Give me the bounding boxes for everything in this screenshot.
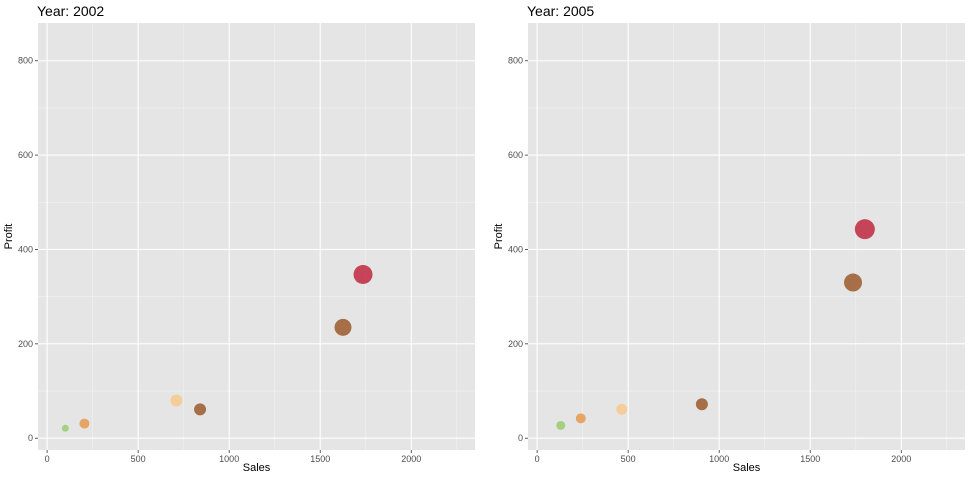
x-axis-label: Sales xyxy=(243,462,271,474)
data-point xyxy=(334,318,352,336)
x-tick-label: 0 xyxy=(45,454,50,464)
x-tick-label: 500 xyxy=(621,454,636,464)
x-tick-label: 1500 xyxy=(800,454,820,464)
y-tick-label: 0 xyxy=(518,433,523,443)
data-point xyxy=(194,403,207,416)
x-tick-label: 1500 xyxy=(310,454,330,464)
data-point xyxy=(844,273,863,292)
y-tick-label: 600 xyxy=(18,150,33,160)
y-axis-label: Profit xyxy=(3,224,15,250)
data-point xyxy=(575,413,586,424)
data-point xyxy=(695,398,708,411)
x-tick-label: 500 xyxy=(131,454,146,464)
x-axis-label: Sales xyxy=(733,462,761,474)
y-tick-label: 400 xyxy=(18,244,33,254)
facet-panel-2: 0 500 1000 1500 2000 0 200 400 600 800 Year: 2005 S… xyxy=(493,3,965,474)
data-point xyxy=(556,420,566,430)
x-tick-label: 0 xyxy=(535,454,540,464)
data-point xyxy=(353,264,373,284)
x-tick-label: 2000 xyxy=(401,454,421,464)
data-point xyxy=(79,418,90,429)
data-point xyxy=(61,424,69,432)
data-point xyxy=(854,219,875,240)
y-tick-label: 400 xyxy=(508,244,523,254)
panel-title: Year: 2005 xyxy=(527,3,594,19)
panel-title: Year: 2002 xyxy=(37,3,104,19)
panel-background xyxy=(38,23,475,450)
y-tick-label: 200 xyxy=(18,339,33,349)
y-tick-label: 800 xyxy=(508,56,523,66)
x-tick-label: 1000 xyxy=(219,454,239,464)
data-point xyxy=(616,403,628,415)
x-tick-label: 1000 xyxy=(709,454,729,464)
facet-panel-1: 0 500 1000 1500 2000 0 200 400 600 800 Year: 2002 S… xyxy=(3,3,475,474)
y-tick-label: 200 xyxy=(508,339,523,349)
y-tick-label: 800 xyxy=(18,56,33,66)
data-point xyxy=(170,394,183,407)
panel-background xyxy=(528,23,965,450)
y-axis-label: Profit xyxy=(493,224,505,250)
y-tick-label: 600 xyxy=(508,150,523,160)
x-tick-label: 2000 xyxy=(891,454,911,464)
y-tick-label: 0 xyxy=(28,433,33,443)
